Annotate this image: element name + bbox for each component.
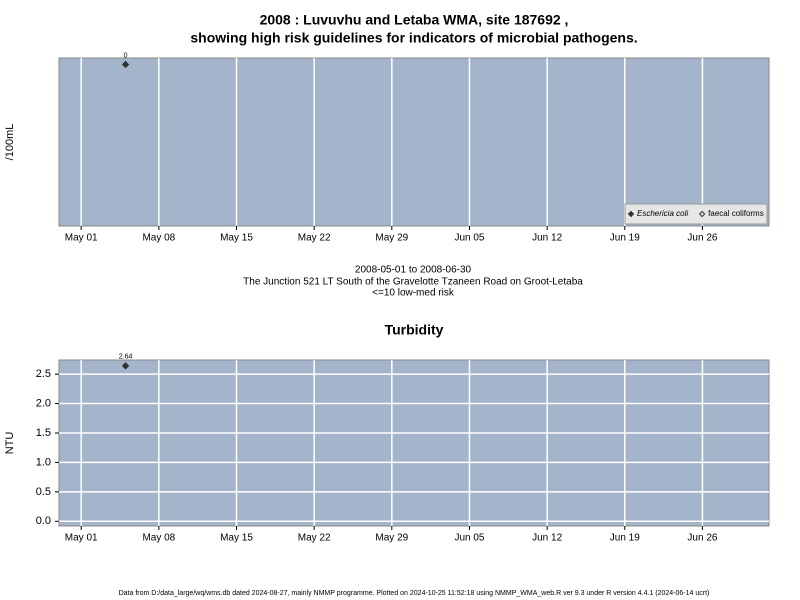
y-tick-label: 1.5	[36, 427, 51, 439]
y-tick-label: 2.0	[36, 397, 51, 409]
legend-marker	[627, 210, 635, 218]
x-tick-label: May 01	[65, 233, 98, 244]
x-tick-label: Jun 19	[610, 233, 640, 244]
x-tick-label: May 15	[220, 533, 253, 544]
chart-title: showing high risk guidelines for indicat…	[190, 30, 637, 46]
plot-area	[58, 57, 770, 227]
y-tick-label: 0.5	[36, 486, 51, 498]
x-tick-label: Jun 12	[532, 533, 562, 544]
y-axis-label: /100mL	[4, 124, 16, 161]
x-tick-label: May 08	[142, 533, 175, 544]
legend-marker	[698, 210, 706, 218]
x-tick-label: Jun 19	[610, 533, 640, 544]
x-tick-label: May 08	[142, 233, 175, 244]
x-tick-label: May 15	[220, 233, 253, 244]
data-label: 2.64	[119, 354, 133, 361]
data-point	[121, 362, 130, 370]
data-label: 0	[124, 52, 128, 59]
y-tick-label: 0.0	[36, 515, 51, 527]
x-tick-label: May 29	[375, 233, 408, 244]
legend-label: faecal coliforms	[708, 209, 764, 218]
y-axis-label: NTU	[4, 432, 16, 455]
panel-title: Turbidity	[385, 322, 444, 338]
caption: <=10 low-med risk	[372, 288, 455, 299]
y-tick-label: 1.0	[36, 456, 51, 468]
x-tick-label: May 22	[298, 233, 331, 244]
x-tick-label: Jun 12	[532, 233, 562, 244]
y-tick-label: 2.5	[36, 368, 51, 380]
caption: The Junction 521 LT South of the Gravelo…	[243, 277, 583, 288]
data-point	[121, 60, 130, 69]
x-tick-label: Jun 26	[687, 233, 717, 244]
legend-label: Eschericia coli	[637, 209, 688, 218]
x-tick-label: Jun 05	[454, 533, 484, 544]
legend	[624, 203, 768, 225]
x-tick-label: Jun 26	[687, 533, 717, 544]
x-tick-label: Jun 05	[454, 233, 484, 244]
x-tick-label: May 01	[65, 533, 98, 544]
x-tick-label: May 29	[375, 533, 408, 544]
plot-area	[58, 359, 770, 527]
x-tick-label: May 22	[298, 533, 331, 544]
chart-title: 2008 : Luvuvhu and Letaba WMA, site 1876…	[260, 12, 569, 28]
caption: 2008-05-01 to 2008-06-30	[355, 265, 472, 276]
footer: Data from D:/data_large/wq/wms.db dated …	[119, 590, 710, 597]
